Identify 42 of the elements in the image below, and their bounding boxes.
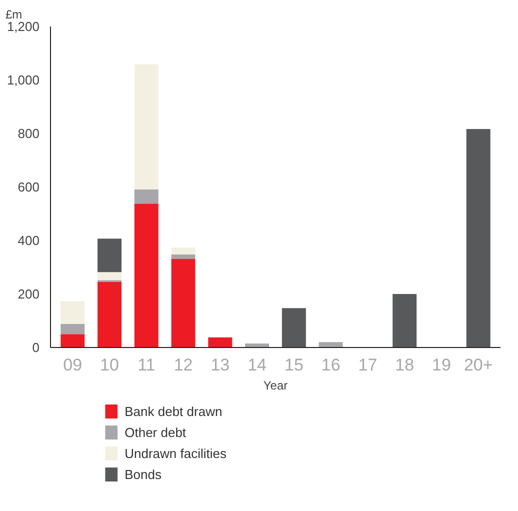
bar bbox=[171, 258, 196, 348]
bar bbox=[98, 272, 122, 280]
x-tick-label: 19 bbox=[432, 356, 451, 374]
y-tick-label: 1,000 bbox=[6, 72, 40, 88]
x-axis-title: Year bbox=[263, 378, 288, 392]
bar bbox=[208, 337, 232, 348]
bar bbox=[171, 254, 196, 259]
bar bbox=[466, 128, 490, 348]
y-tick-label: 0 bbox=[32, 340, 40, 355]
legend-label: Other debt bbox=[124, 425, 186, 440]
bar bbox=[318, 342, 343, 348]
x-tick-label: 14 bbox=[248, 356, 267, 374]
y-tick-label: 800 bbox=[18, 126, 40, 141]
bar bbox=[60, 324, 85, 334]
bar bbox=[98, 282, 122, 348]
y-tick-label: 400 bbox=[18, 233, 40, 248]
bar bbox=[60, 334, 85, 348]
x-tick-label: 20+ bbox=[464, 356, 493, 374]
x-tick-label: 09 bbox=[63, 356, 82, 374]
x-tick-label: 10 bbox=[100, 356, 119, 374]
bar bbox=[282, 308, 306, 348]
y-tick-label: 600 bbox=[18, 180, 40, 194]
bar bbox=[392, 294, 417, 348]
x-tick-label: 16 bbox=[321, 356, 340, 374]
x-tick-label: 17 bbox=[358, 356, 378, 374]
y-tick-label: 1,200 bbox=[6, 19, 40, 34]
legend-label: Bonds bbox=[124, 467, 162, 482]
x-tick-label: 11 bbox=[138, 356, 156, 374]
x-tick-label: 18 bbox=[395, 356, 414, 374]
bar bbox=[171, 247, 196, 254]
bar bbox=[60, 301, 85, 324]
y-axis-title: £m bbox=[6, 8, 22, 22]
x-tick-label: 12 bbox=[174, 356, 193, 374]
bar bbox=[98, 238, 122, 272]
legend-label: Undrawn facilities bbox=[124, 446, 227, 461]
bar bbox=[134, 204, 158, 348]
x-tick-label: 13 bbox=[210, 356, 230, 374]
bar bbox=[134, 189, 158, 204]
y-tick-label: 200 bbox=[18, 286, 40, 302]
bar bbox=[134, 64, 158, 190]
x-tick-label: 15 bbox=[284, 356, 304, 374]
legend-label: Bank debt drawn bbox=[124, 404, 222, 419]
